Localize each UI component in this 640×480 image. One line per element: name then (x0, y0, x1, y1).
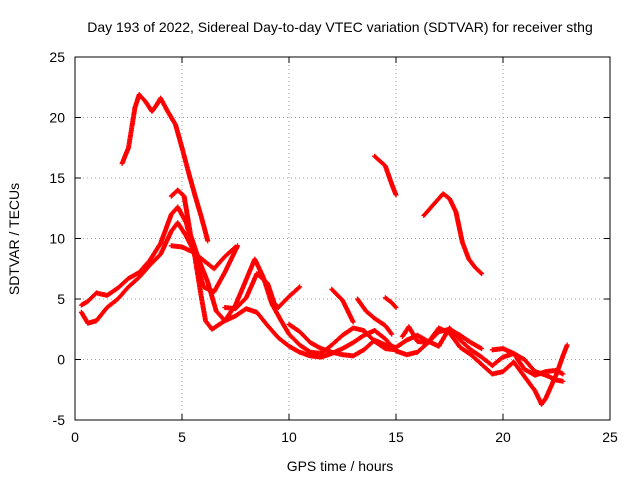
y-tick-label: -5 (53, 412, 66, 428)
y-axis-label: SDTVAR / TECUs (6, 183, 22, 295)
data-points (329, 287, 355, 325)
series-arc-13 (400, 324, 570, 407)
series-arc-2 (79, 205, 399, 356)
data-points (79, 205, 399, 356)
chart: 0 5 10 15 20 25 -5 0 5 10 15 20 25 Day 193 of 2022, … (0, 0, 640, 480)
x-tick-label: 25 (602, 429, 618, 445)
data-points (372, 154, 398, 198)
y-tick-label: 10 (49, 231, 65, 247)
x-tick-label: 10 (281, 429, 297, 445)
y-tick-label: 5 (57, 291, 65, 307)
data-points (421, 191, 484, 276)
series-arc-8 (329, 287, 355, 325)
series-arc-11 (372, 154, 398, 198)
series-arc-12 (421, 191, 484, 276)
x-tick-label: 0 (71, 429, 79, 445)
y-tick-label: 25 (49, 49, 65, 65)
y-tick-label: 15 (49, 170, 65, 186)
data-points (120, 92, 211, 243)
x-tick-label: 20 (495, 429, 511, 445)
y-tick-label: 0 (57, 352, 65, 368)
chart-title: Day 193 of 2022, Sidereal Day-to-day VTE… (87, 19, 593, 35)
series-arc-1 (120, 92, 211, 243)
x-tick-label: 5 (178, 429, 186, 445)
data-series (79, 92, 570, 407)
x-tick-label: 15 (388, 429, 404, 445)
x-axis-label: GPS time / hours (287, 458, 394, 474)
data-points (400, 324, 570, 407)
y-tick-label: 20 (49, 110, 65, 126)
